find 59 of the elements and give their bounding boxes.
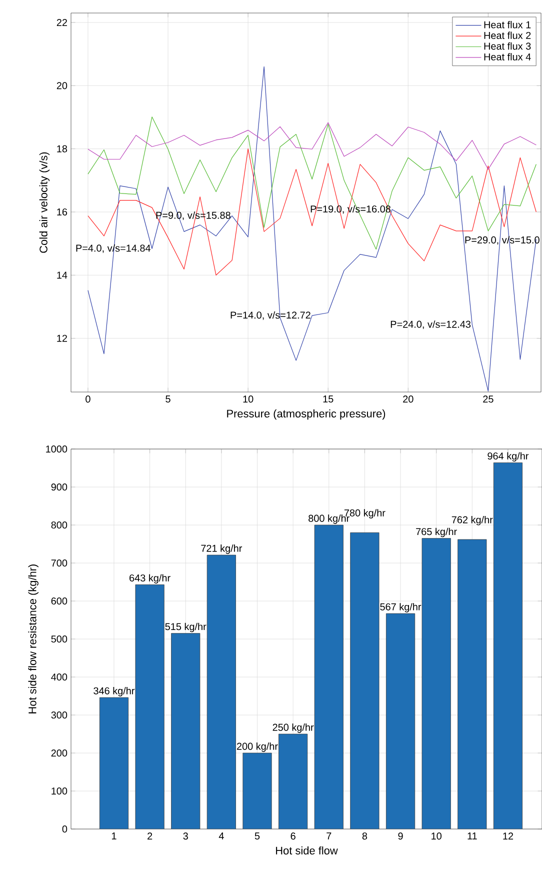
y-tick-label: 12 — [57, 334, 67, 342]
data-label: 346 kg/hr — [93, 687, 134, 696]
x-tick-label: 12 — [503, 832, 513, 840]
x-axis-title: Hot side flow — [276, 846, 338, 854]
annotation: P=4.0, v/s=14.84 — [76, 244, 150, 253]
annotation: P=24.0, v/s=12.43 — [390, 320, 470, 329]
legend-label: Heat flux 2 — [484, 32, 531, 39]
data-label: 800 kg/hr — [308, 514, 350, 524]
y-tick-label: 600 — [51, 597, 67, 605]
x-tick-label: 0 — [85, 396, 90, 403]
y-tick-label: 16 — [57, 208, 67, 216]
y-tick-label: 14 — [57, 272, 68, 279]
x-tick-label: 11 — [468, 832, 477, 840]
data-label: 515 kg/hr — [165, 622, 206, 632]
y-tick-label: 300 — [51, 711, 67, 719]
data-label: 762 kg/hr — [452, 516, 493, 526]
y-tick-label: 800 — [51, 521, 67, 529]
data-label: 964 kg/hr — [488, 452, 528, 462]
data-label: 765 kg/hr — [416, 528, 457, 538]
y-tick-label: 1000 — [46, 445, 67, 453]
x-tick-label: 20 — [403, 396, 414, 403]
y-tick-label: 400 — [51, 673, 67, 681]
data-label: 721 kg/hr — [201, 544, 242, 554]
y-tick-label: 900 — [51, 483, 67, 491]
x-tick-label: 15 — [323, 396, 334, 402]
x-tick-label: 10 — [243, 396, 254, 403]
x-tick-label: 6 — [290, 832, 296, 840]
y-tick-label: 500 — [51, 635, 67, 643]
y-tick-label: 0 — [62, 825, 68, 833]
y-tick-label: 700 — [51, 559, 67, 567]
data-label: 643 kg/hr — [129, 574, 170, 584]
y-axis-title: Cold air velocity (v/s) — [39, 152, 50, 253]
legend-label: Heat flux 4 — [484, 53, 531, 60]
y-axis-title: Hot side flow resistance (kg/hr) — [28, 564, 38, 714]
annotation: P=29.0, v/s=15.0 — [465, 236, 540, 245]
y-tick-label: 22 — [56, 19, 67, 26]
y-tick-label: 18 — [57, 145, 67, 152]
y-tick-label: 100 — [52, 787, 67, 795]
legend-label: Heat flux 3 — [484, 42, 531, 50]
line-series — [88, 122, 536, 170]
y-tick-label: 20 — [56, 82, 67, 90]
annotation: P=14.0, v/s=12.72 — [230, 311, 310, 320]
data-label: 567 kg/hr — [380, 603, 422, 612]
legend-label: Heat flux 1 — [484, 20, 531, 28]
x-tick-label: 5 — [166, 396, 170, 402]
x-tick-label: 1 — [112, 832, 116, 840]
x-tick-label: 9 — [398, 832, 403, 840]
x-tick-label: 2 — [147, 832, 152, 840]
x-tick-label: 25 — [483, 396, 494, 403]
x-tick-label: 8 — [362, 832, 367, 840]
y-tick-label: 200 — [51, 749, 67, 757]
x-axis-title: Pressure (atmospheric pressure) — [227, 409, 385, 420]
x-tick-label: 7 — [326, 832, 332, 840]
data-label: 250 kg/hr — [272, 724, 314, 733]
x-tick-label: 3 — [183, 832, 188, 840]
data-label: 200 kg/hr — [236, 742, 278, 752]
x-tick-label: 5 — [254, 832, 260, 840]
x-tick-label: 10 — [431, 832, 442, 840]
x-tick-label: 4 — [218, 832, 224, 840]
